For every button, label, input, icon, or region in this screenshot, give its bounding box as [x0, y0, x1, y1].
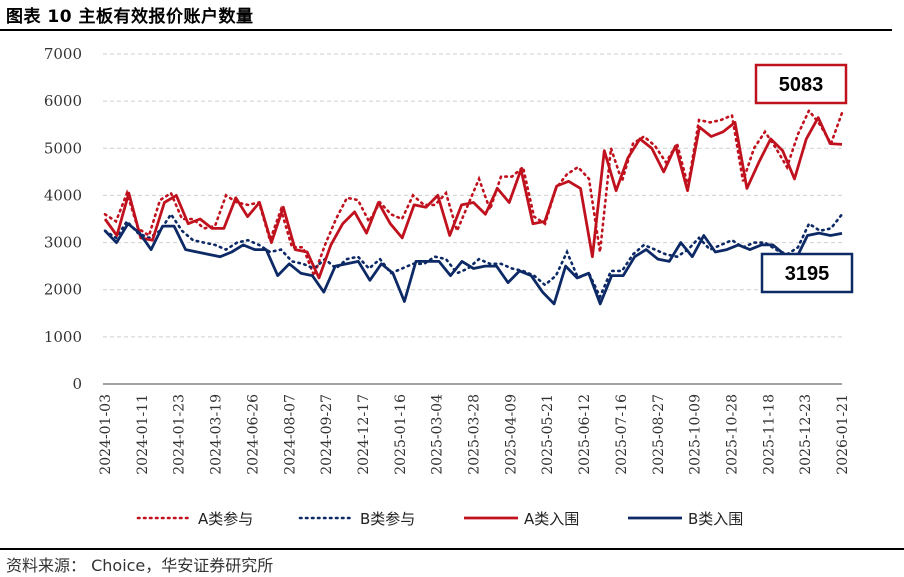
x-tick-label: 2024-06-26 — [245, 394, 261, 475]
x-tick-label: 2025-04-09 — [503, 394, 519, 475]
x-tick-label: 2025-10-28 — [724, 394, 740, 475]
x-tick-label: 2024-12-17 — [356, 394, 372, 475]
source-rule — [0, 548, 904, 550]
x-tick-label: 2024-01-11 — [135, 394, 151, 475]
series-line-B类入围 — [103, 222, 843, 306]
callout-box — [760, 252, 854, 294]
x-tick-label: 2025-06-12 — [577, 394, 593, 475]
x-tick-label: 2025-12-23 — [798, 394, 814, 475]
legend-label: A类参与 — [198, 510, 253, 528]
legend: A类参与 B类参与 A类入围 B类入围 — [136, 510, 743, 528]
y-tick-label: 5000 — [44, 139, 82, 157]
callout-value: 5083 — [779, 74, 824, 96]
y-tick-label: 1000 — [44, 328, 82, 346]
x-tick-label: 2024-09-27 — [319, 394, 335, 475]
y-tick-label: 6000 — [44, 92, 82, 110]
x-tick-label: 2024-01-03 — [98, 394, 114, 475]
x-tick-label: 2025-03-28 — [467, 394, 483, 475]
y-tick-label: 3000 — [44, 234, 82, 252]
x-tick-label: 2025-08-27 — [651, 394, 667, 475]
callout-box — [754, 63, 848, 105]
y-tick-label: 2000 — [44, 281, 82, 299]
x-tick-label: 2025-11-18 — [761, 394, 777, 475]
x-tick-label: 2025-03-04 — [430, 394, 446, 475]
x-tick-label: 2025-07-16 — [614, 394, 630, 475]
y-tick-label: 4000 — [44, 186, 82, 204]
x-tick-label: 2024-03-19 — [209, 394, 225, 475]
series-line-A类参与 — [103, 108, 844, 280]
x-tick-label: 2024-01-23 — [172, 394, 188, 475]
chart-title: 图表 10 主板有效报价账户数量 — [6, 7, 254, 27]
callout-value: 3195 — [785, 263, 830, 285]
title-rule — [0, 29, 892, 31]
legend-label: A类入围 — [524, 510, 579, 528]
series-layer — [103, 108, 844, 306]
x-tick-label: 2025-10-09 — [688, 394, 704, 475]
legend-label: B类参与 — [360, 510, 415, 528]
x-tick-label: 2025-01-16 — [393, 394, 409, 475]
x-tick-label: 2024-08-07 — [282, 394, 298, 475]
series-line-A类入围 — [103, 116, 843, 280]
y-axis: 0 1000 2000 3000 4000 5000 6000 7000 — [44, 45, 842, 393]
x-axis: 2024-01-03 2024-01-11 2024-01-23 2024-03-19… — [98, 394, 851, 475]
series-line-B类参与 — [103, 211, 844, 300]
y-tick-label: 0 — [72, 375, 82, 393]
y-tick-label: 7000 — [44, 45, 82, 63]
annotations: 5083 3195 — [754, 63, 854, 294]
x-tick-label: 2026-01-21 — [835, 394, 851, 475]
x-tick-label: 2025-05-21 — [540, 394, 556, 475]
legend-label: B类入围 — [688, 510, 743, 528]
source-note: 资料来源： Choice，华安证券研究所 — [6, 556, 274, 575]
